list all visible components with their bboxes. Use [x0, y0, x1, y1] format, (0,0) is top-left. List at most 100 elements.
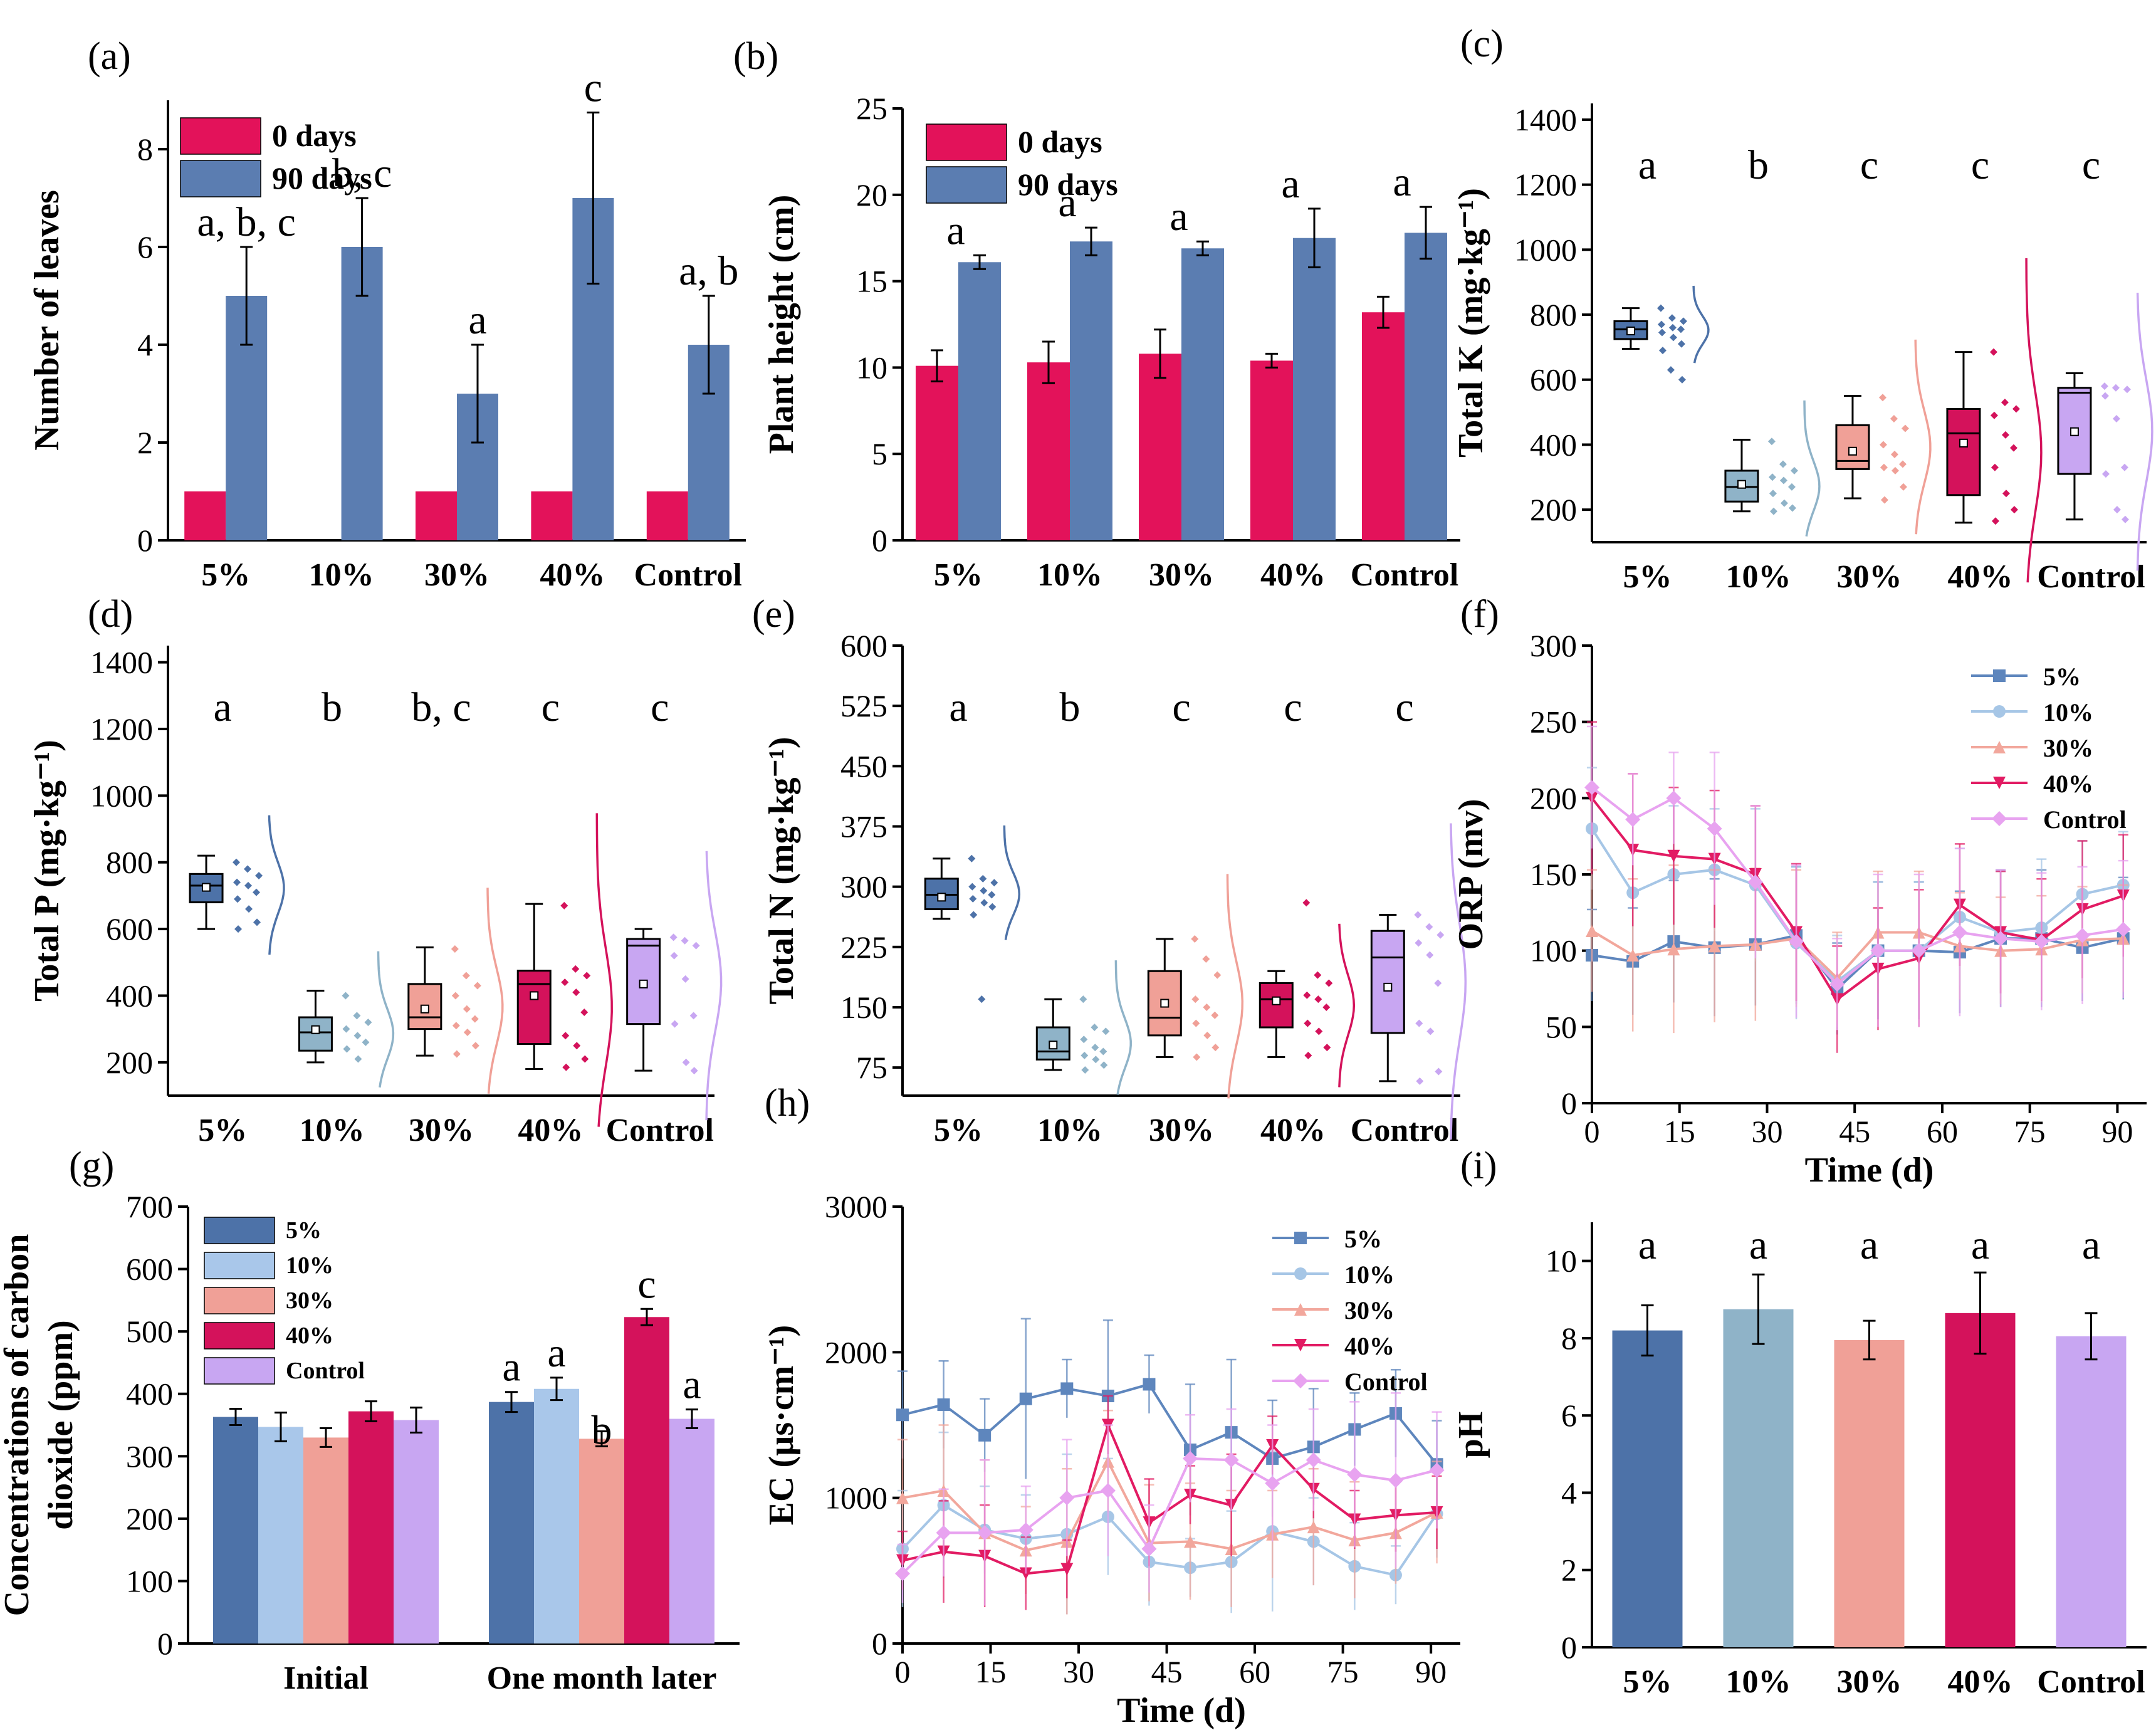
- x-tick-label-e: 40%: [1260, 1113, 1326, 1148]
- bar-g-10%-Initial: [258, 1427, 303, 1644]
- bar-g-30%-Initial: [303, 1437, 348, 1644]
- y-axis-title-b: Plant height (cm): [762, 195, 801, 454]
- box-mean-marker-e: [1383, 982, 1393, 992]
- data-point-d: [244, 865, 252, 873]
- data-point-e: [1091, 1044, 1099, 1052]
- series-marker-f-Control: [1870, 943, 1886, 958]
- significance-letter-a: a, b: [679, 248, 738, 294]
- data-point-d: [353, 1012, 361, 1020]
- y-tick-label-c: 200: [1530, 492, 1577, 527]
- y-axis-title-c: Total K (mg·kg⁻¹): [1452, 188, 1490, 458]
- y-tick-label-i: 6: [1561, 1398, 1577, 1433]
- box-mean-marker-c: [2070, 427, 2079, 436]
- x-tick-label-a: 30%: [424, 557, 489, 593]
- data-point-e: [970, 911, 978, 919]
- significance-letter-i: a: [1749, 1222, 1767, 1268]
- series-marker-h-Control: [936, 1525, 951, 1541]
- y-tick-label-i: 4: [1561, 1475, 1577, 1510]
- data-point-e: [1436, 931, 1445, 939]
- y-tick-label-c: 1200: [1514, 167, 1577, 202]
- y-tick-label-g: 0: [157, 1626, 173, 1661]
- series-marker-f-Control: [1666, 790, 1682, 806]
- series-marker-h-30%: [896, 1491, 909, 1504]
- data-point-d: [463, 1005, 471, 1013]
- data-point-c: [1768, 473, 1776, 481]
- x-tick-label-e: 30%: [1149, 1113, 1214, 1148]
- data-point-e: [1102, 1027, 1110, 1035]
- data-point-e: [1434, 979, 1442, 987]
- y-tick-label-h: 1000: [825, 1481, 887, 1516]
- y-tick-label-g: 200: [126, 1501, 173, 1536]
- density-curve-c: [2025, 258, 2043, 583]
- x-tick-label-i: 30%: [1837, 1664, 1902, 1700]
- x-tick-label-b: Control: [1351, 557, 1458, 593]
- series-line-h-30%: [902, 1459, 1438, 1552]
- series-marker-f-Control: [2115, 921, 2131, 937]
- x-tick-label-f: 45: [1839, 1114, 1870, 1149]
- x-tick-label-d: 40%: [518, 1113, 583, 1148]
- significance-letter-c: b: [1748, 142, 1769, 188]
- series-line-f-30%: [1591, 930, 2123, 980]
- legend-label-h: 10%: [1344, 1261, 1395, 1289]
- y-tick-label-f: 250: [1530, 705, 1577, 740]
- density-curve-e: [1226, 874, 1244, 1099]
- series-marker-f-Control: [1625, 812, 1641, 827]
- x-tick-label-f: 0: [1584, 1114, 1600, 1149]
- series-marker-f-Control: [1747, 874, 1763, 890]
- y-axis-title-h: EC (µs·cm⁻¹): [762, 1325, 801, 1526]
- data-point-d: [362, 1038, 370, 1046]
- series-line-f-40%: [1591, 797, 2124, 1002]
- data-point-d: [233, 858, 241, 866]
- series-marker-f-30%: [1708, 940, 1721, 953]
- legend-marker-h: [1294, 1232, 1307, 1244]
- data-point-c: [1669, 333, 1677, 342]
- panel-label-a: (a): [88, 35, 131, 78]
- y-tick-label-b: 0: [872, 523, 887, 558]
- x-tick-label-g: Initial: [283, 1660, 369, 1696]
- data-point-c: [1990, 411, 1998, 419]
- data-point-d: [473, 982, 481, 990]
- data-point-c: [2009, 444, 2017, 452]
- y-tick-label-i: 0: [1561, 1630, 1577, 1665]
- box-mean-marker-e: [937, 893, 946, 902]
- data-point-e: [1211, 1011, 1219, 1019]
- data-point-c: [2113, 506, 2121, 514]
- data-point-d: [669, 933, 678, 941]
- data-point-d: [343, 1045, 351, 1053]
- box-mean-marker-e: [1160, 999, 1170, 1008]
- x-tick-label-c: Control: [2037, 559, 2145, 595]
- data-point-c: [1899, 483, 1907, 491]
- series-marker-h-Control: [1429, 1462, 1445, 1478]
- bar-i-30%: [1834, 1339, 1905, 1647]
- x-tick-label-a: 40%: [540, 557, 605, 593]
- legend-label-g: Control: [286, 1358, 365, 1384]
- series-marker-h-Control: [1059, 1490, 1075, 1506]
- data-point-c: [1780, 499, 1788, 507]
- data-point-c: [1878, 394, 1886, 402]
- bar-a-0days-5%: [184, 491, 226, 540]
- y-tick-label-e: 600: [840, 628, 887, 663]
- data-point-e: [1304, 1051, 1312, 1059]
- significance-letter-a: c: [584, 65, 602, 111]
- y-tick-label-g: 700: [126, 1189, 173, 1224]
- legend-marker-f: [1993, 669, 2006, 682]
- data-point-d: [581, 1055, 589, 1063]
- significance-letter-d: c: [651, 684, 669, 730]
- bar-i-5%: [1612, 1330, 1683, 1647]
- data-point-e: [1191, 935, 1199, 943]
- y-axis-title-d: Total P (mg·kg⁻¹): [28, 740, 66, 1002]
- significance-letter-a: b, c: [332, 150, 392, 196]
- data-point-c: [1779, 460, 1787, 468]
- data-point-c: [2121, 515, 2129, 523]
- data-point-d: [572, 988, 580, 997]
- x-tick-label-h: 75: [1327, 1654, 1359, 1689]
- data-point-e: [1100, 1061, 1108, 1069]
- y-axis-title-a: Number of leaves: [28, 190, 66, 451]
- data-point-d: [561, 978, 569, 987]
- y-axis-title-e: Total N (mg·kg⁻¹): [762, 737, 801, 1005]
- legend-label-f: 30%: [2043, 734, 2093, 762]
- significance-letter-e: c: [1395, 684, 1413, 730]
- legend-label-f: 10%: [2043, 698, 2093, 726]
- bar-g-30%-One month later: [579, 1439, 624, 1644]
- series-marker-h-Control: [1100, 1483, 1116, 1499]
